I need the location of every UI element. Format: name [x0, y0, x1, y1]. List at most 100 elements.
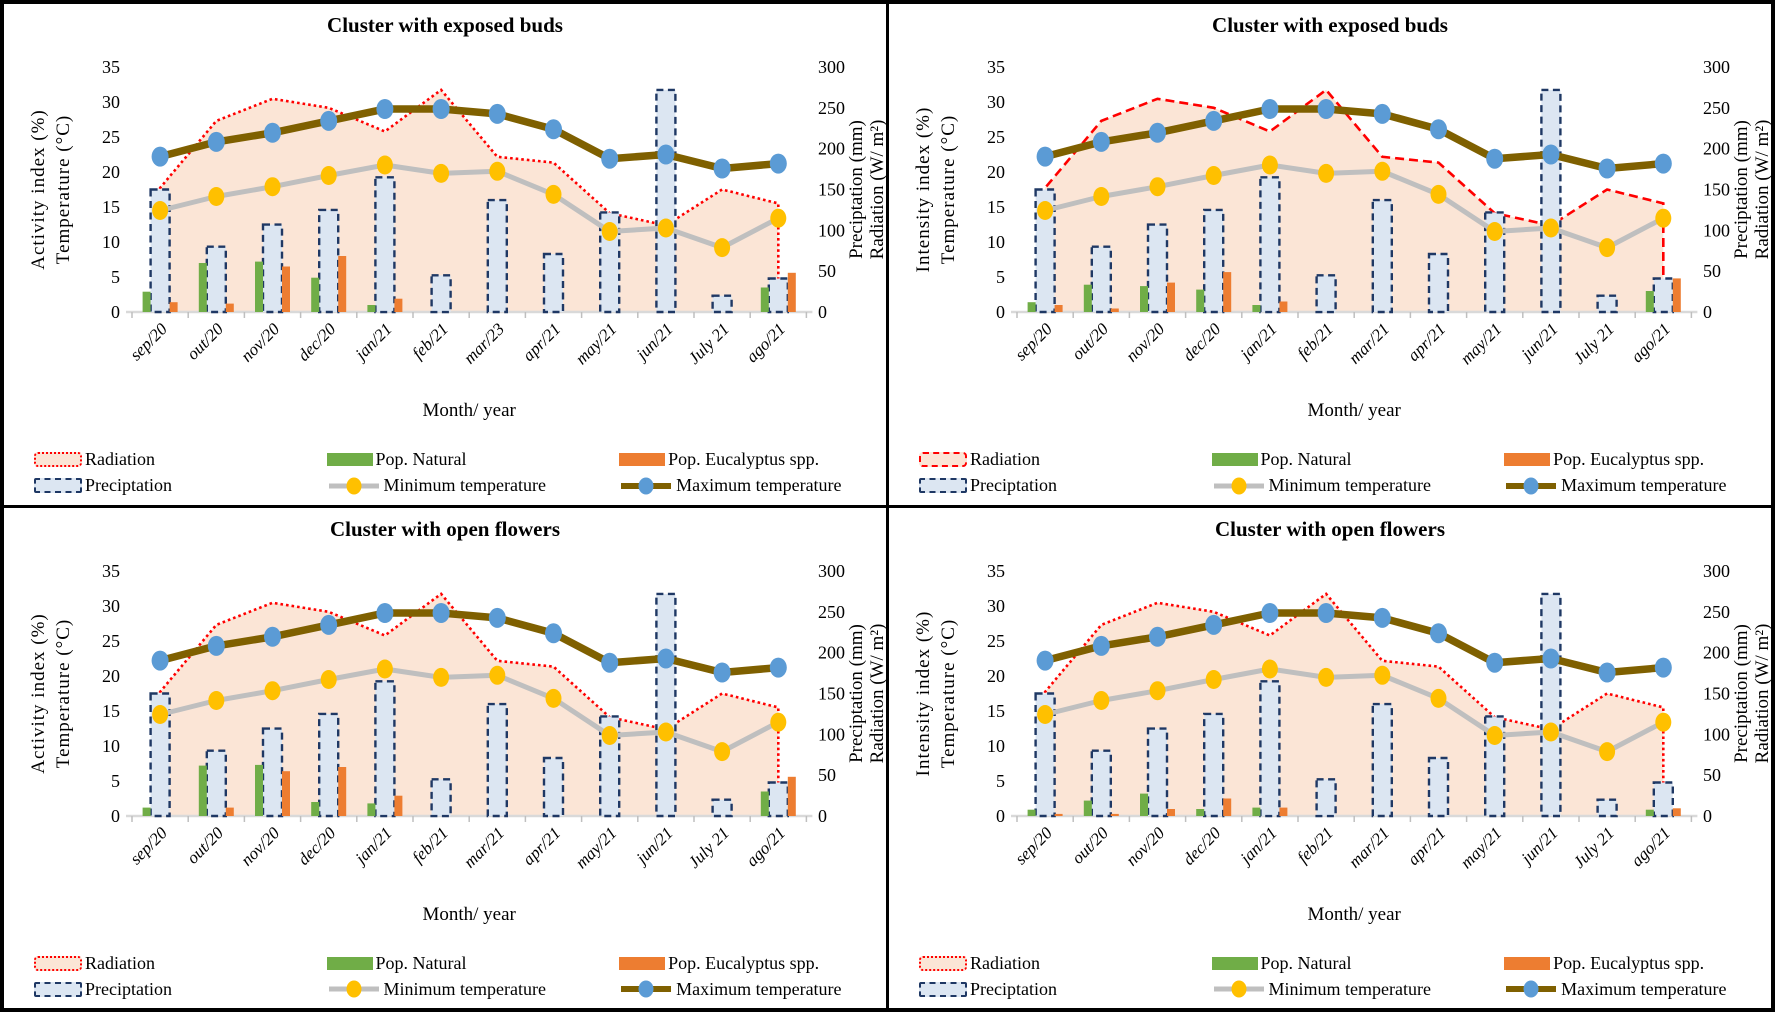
svg-text:may/21: may/21 — [572, 823, 621, 872]
chart-legend: Radiation Pop. Natural Pop. Eucalyptus spp… — [34, 447, 882, 503]
maximum-temperature-line — [1036, 602, 1672, 682]
svg-text:dec/20: dec/20 — [1179, 319, 1225, 365]
minimum-temperature-line — [1037, 155, 1672, 258]
svg-text:150: 150 — [818, 180, 845, 200]
svg-text:apr/21: apr/21 — [1404, 823, 1449, 868]
minimum-temperature-line — [152, 659, 787, 761]
chart-title: Cluster with exposed buds — [327, 13, 563, 37]
legend-label: Radiation — [970, 449, 1040, 469]
legend-item-minimum-temperature: Minimum temperature — [1212, 979, 1505, 1000]
svg-text:nov/20: nov/20 — [237, 319, 284, 366]
legend-item-pop-eucalyptus-spp: Pop. Eucalyptus spp. — [1504, 449, 1767, 470]
legend-label: Pop. Eucalyptus spp. — [1553, 449, 1705, 469]
svg-text:300: 300 — [818, 57, 845, 77]
legend-item-preciptation: Preciptation — [34, 979, 327, 1000]
svg-text:20: 20 — [987, 666, 1005, 686]
chart-title: Cluster with open flowers — [1214, 516, 1445, 541]
pop-natural-bars — [142, 764, 769, 816]
chart-title: Cluster with open flowers — [329, 516, 560, 541]
svg-text:Month/ year: Month/ year — [422, 904, 516, 925]
svg-text:mar/21: mar/21 — [460, 823, 508, 871]
chart-plot: 0 5 10 15 20 25 30 35 0 50 100 150 200 250 300 sep/20 ou… — [913, 57, 1771, 421]
maximum-temperature-swatch-icon — [1506, 477, 1557, 494]
svg-text:150: 150 — [818, 683, 845, 703]
svg-text:50: 50 — [1703, 261, 1721, 281]
svg-text:0: 0 — [111, 806, 120, 826]
svg-text:10: 10 — [102, 736, 120, 756]
svg-text:Radiation (W/ m²): Radiation (W/ m²) — [867, 623, 886, 763]
legend-label: Minimum temperature — [383, 475, 547, 495]
x-axis-title: Month/ year — [422, 400, 516, 421]
legend-item-preciptation: Preciptation — [34, 475, 327, 496]
svg-text:15: 15 — [987, 197, 1005, 217]
minimum-temperature-line — [152, 155, 787, 258]
svg-text:25: 25 — [102, 631, 120, 651]
chart-plot: 0 5 10 15 20 25 30 35 0 50 100 150 200 250 300 sep/20 ou… — [28, 561, 886, 925]
y-axis-right-title: Preciptation (mm) Radiation (W/ m²) — [1731, 120, 1771, 260]
maximum-temperature-line — [151, 99, 787, 179]
legend-label: Pop. Natural — [375, 952, 467, 973]
minimum-temperature-swatch-icon — [328, 980, 379, 998]
svg-text:may/21: may/21 — [572, 319, 621, 368]
pop-natural-swatch-icon — [1211, 956, 1258, 970]
chart-panel-bottom-right: Cluster with open flowers 0 5 10 15 20 25 30 35… — [889, 507, 1771, 1008]
legend-label: Pop. Eucalyptus spp. — [1553, 952, 1705, 973]
svg-text:ago/21: ago/21 — [1627, 823, 1674, 870]
svg-text:300: 300 — [1703, 57, 1730, 77]
svg-text:feb/21: feb/21 — [1293, 319, 1336, 362]
svg-text:10: 10 — [102, 232, 120, 252]
legend-item-pop-eucalyptus-spp: Pop. Eucalyptus spp. — [1504, 953, 1767, 974]
svg-text:jan/21: jan/21 — [350, 823, 396, 869]
svg-text:out/20: out/20 — [1068, 823, 1113, 868]
pop-eucalyptus-bars — [225, 766, 796, 816]
legend-label: Maximum temperature — [1561, 978, 1727, 999]
legend-item-pop-eucalyptus-spp: Pop. Eucalyptus spp. — [619, 953, 882, 974]
svg-text:50: 50 — [818, 765, 836, 785]
svg-text:200: 200 — [1703, 139, 1730, 159]
legend-item-minimum-temperature: Minimum temperature — [327, 475, 620, 496]
x-axis-title: Month/ year — [1307, 904, 1401, 925]
x-axis — [1011, 310, 1698, 318]
maximum-temperature-swatch-icon — [1506, 980, 1557, 998]
svg-text:Temperature (°C): Temperature (°C) — [53, 115, 74, 264]
svg-text:dec/20: dec/20 — [1179, 823, 1225, 869]
radiation-area — [160, 89, 779, 313]
svg-text:Temperature (°C): Temperature (°C) — [938, 618, 959, 767]
svg-text:ago/21: ago/21 — [742, 319, 789, 366]
svg-text:jan/21: jan/21 — [1235, 823, 1281, 869]
svg-text:5: 5 — [996, 771, 1005, 791]
svg-text:0: 0 — [996, 806, 1005, 826]
svg-text:jun/21: jun/21 — [631, 823, 677, 869]
svg-text:Month/ year: Month/ year — [1307, 904, 1401, 925]
x-axis-title: Month/ year — [422, 904, 516, 925]
pop-natural-bars — [1027, 284, 1654, 312]
y-axis-left-title: Intensity index (%) Temperature (°C) — [913, 610, 959, 776]
pop-eucalyptus-bars — [169, 256, 796, 312]
precipitation-bars — [149, 88, 789, 314]
precipitation-bars — [1034, 592, 1674, 817]
svg-text:0: 0 — [1703, 806, 1712, 826]
svg-text:jan/21: jan/21 — [1235, 319, 1281, 365]
radiation-line — [1043, 88, 1665, 312]
svg-text:0: 0 — [996, 302, 1005, 322]
legend-item-maximum-temperature: Maximum temperature — [1504, 475, 1767, 496]
svg-text:0: 0 — [1703, 302, 1712, 322]
chart-panel-top-left: Cluster with exposed buds 0 5 10 15 20 25 30 35… — [4, 4, 886, 505]
y-axis-left-labels: 0 5 10 15 20 25 30 35 — [987, 561, 1005, 826]
svg-text:25: 25 — [987, 631, 1005, 651]
precipitation-swatch-icon — [34, 981, 82, 997]
svg-text:nov/20: nov/20 — [1122, 823, 1169, 870]
y-axis-left-labels: 0 5 10 15 20 25 30 35 — [102, 57, 120, 322]
svg-text:35: 35 — [102, 561, 120, 581]
svg-text:Activity index (%): Activity index (%) — [28, 109, 49, 269]
legend-label: Radiation — [85, 952, 155, 973]
legend-item-pop-eucalyptus-spp: Pop. Eucalyptus spp. — [619, 449, 882, 470]
legend-item-pop-natural: Pop. Natural — [1211, 953, 1505, 974]
legend-item-radiation: Radiation — [919, 449, 1212, 470]
svg-text:apr/21: apr/21 — [519, 823, 564, 868]
svg-text:Radiation (W/ m²): Radiation (W/ m²) — [867, 120, 886, 260]
legend-item-preciptation: Preciptation — [919, 979, 1212, 1000]
radiation-swatch-icon — [919, 955, 967, 971]
legend-label: Minimum temperature — [1268, 978, 1432, 999]
y-axis-right-labels: 0 50 100 150 200 250 300 — [1703, 57, 1730, 322]
